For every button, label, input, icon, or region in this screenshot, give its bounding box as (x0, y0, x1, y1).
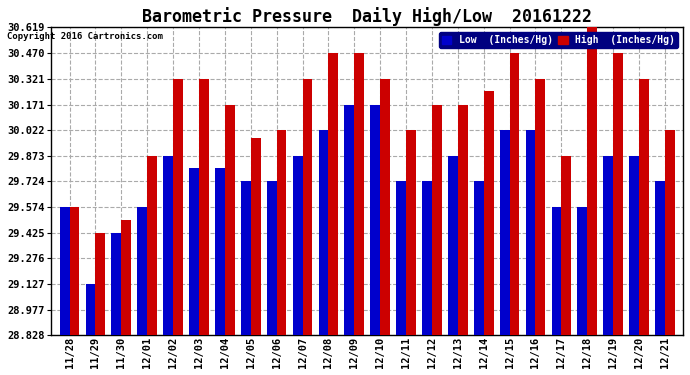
Bar (587, 27, 597, 335)
Bar (147, 156, 157, 335)
Bar (293, 156, 302, 335)
Legend: Low  (Inches/Hg), High  (Inches/Hg): Low (Inches/Hg), High (Inches/Hg) (439, 32, 678, 48)
Bar (551, 207, 562, 335)
Bar (164, 156, 173, 335)
Bar (629, 156, 639, 335)
Bar (484, 92, 493, 335)
Bar (173, 79, 183, 335)
Bar (448, 156, 458, 335)
Bar (121, 220, 131, 335)
Bar (422, 182, 432, 335)
Bar (215, 168, 225, 335)
Bar (500, 130, 510, 335)
Bar (396, 182, 406, 335)
Bar (267, 182, 277, 335)
Bar (137, 207, 147, 335)
Bar (328, 53, 338, 335)
Bar (406, 130, 416, 335)
Bar (639, 79, 649, 335)
Title: Barometric Pressure  Daily High/Low  20161222: Barometric Pressure Daily High/Low 20161… (142, 7, 592, 26)
Bar (250, 138, 261, 335)
Bar (474, 182, 484, 335)
Text: Copyright 2016 Cartronics.com: Copyright 2016 Cartronics.com (7, 32, 163, 41)
Bar (95, 233, 106, 335)
Bar (432, 105, 442, 335)
Bar (112, 233, 121, 335)
Bar (86, 284, 95, 335)
Bar (225, 105, 235, 335)
Bar (319, 130, 328, 335)
Bar (189, 168, 199, 335)
Bar (371, 105, 380, 335)
Bar (526, 130, 535, 335)
Bar (578, 207, 587, 335)
Bar (70, 207, 79, 335)
Bar (510, 53, 520, 335)
Bar (344, 105, 354, 335)
Bar (277, 130, 286, 335)
Bar (665, 130, 675, 335)
Bar (458, 105, 468, 335)
Bar (655, 182, 665, 335)
Bar (354, 53, 364, 335)
Bar (302, 79, 313, 335)
Bar (613, 53, 623, 335)
Bar (535, 79, 545, 335)
Bar (241, 182, 250, 335)
Bar (59, 207, 70, 335)
Bar (380, 79, 390, 335)
Bar (603, 156, 613, 335)
Bar (562, 156, 571, 335)
Bar (199, 79, 209, 335)
